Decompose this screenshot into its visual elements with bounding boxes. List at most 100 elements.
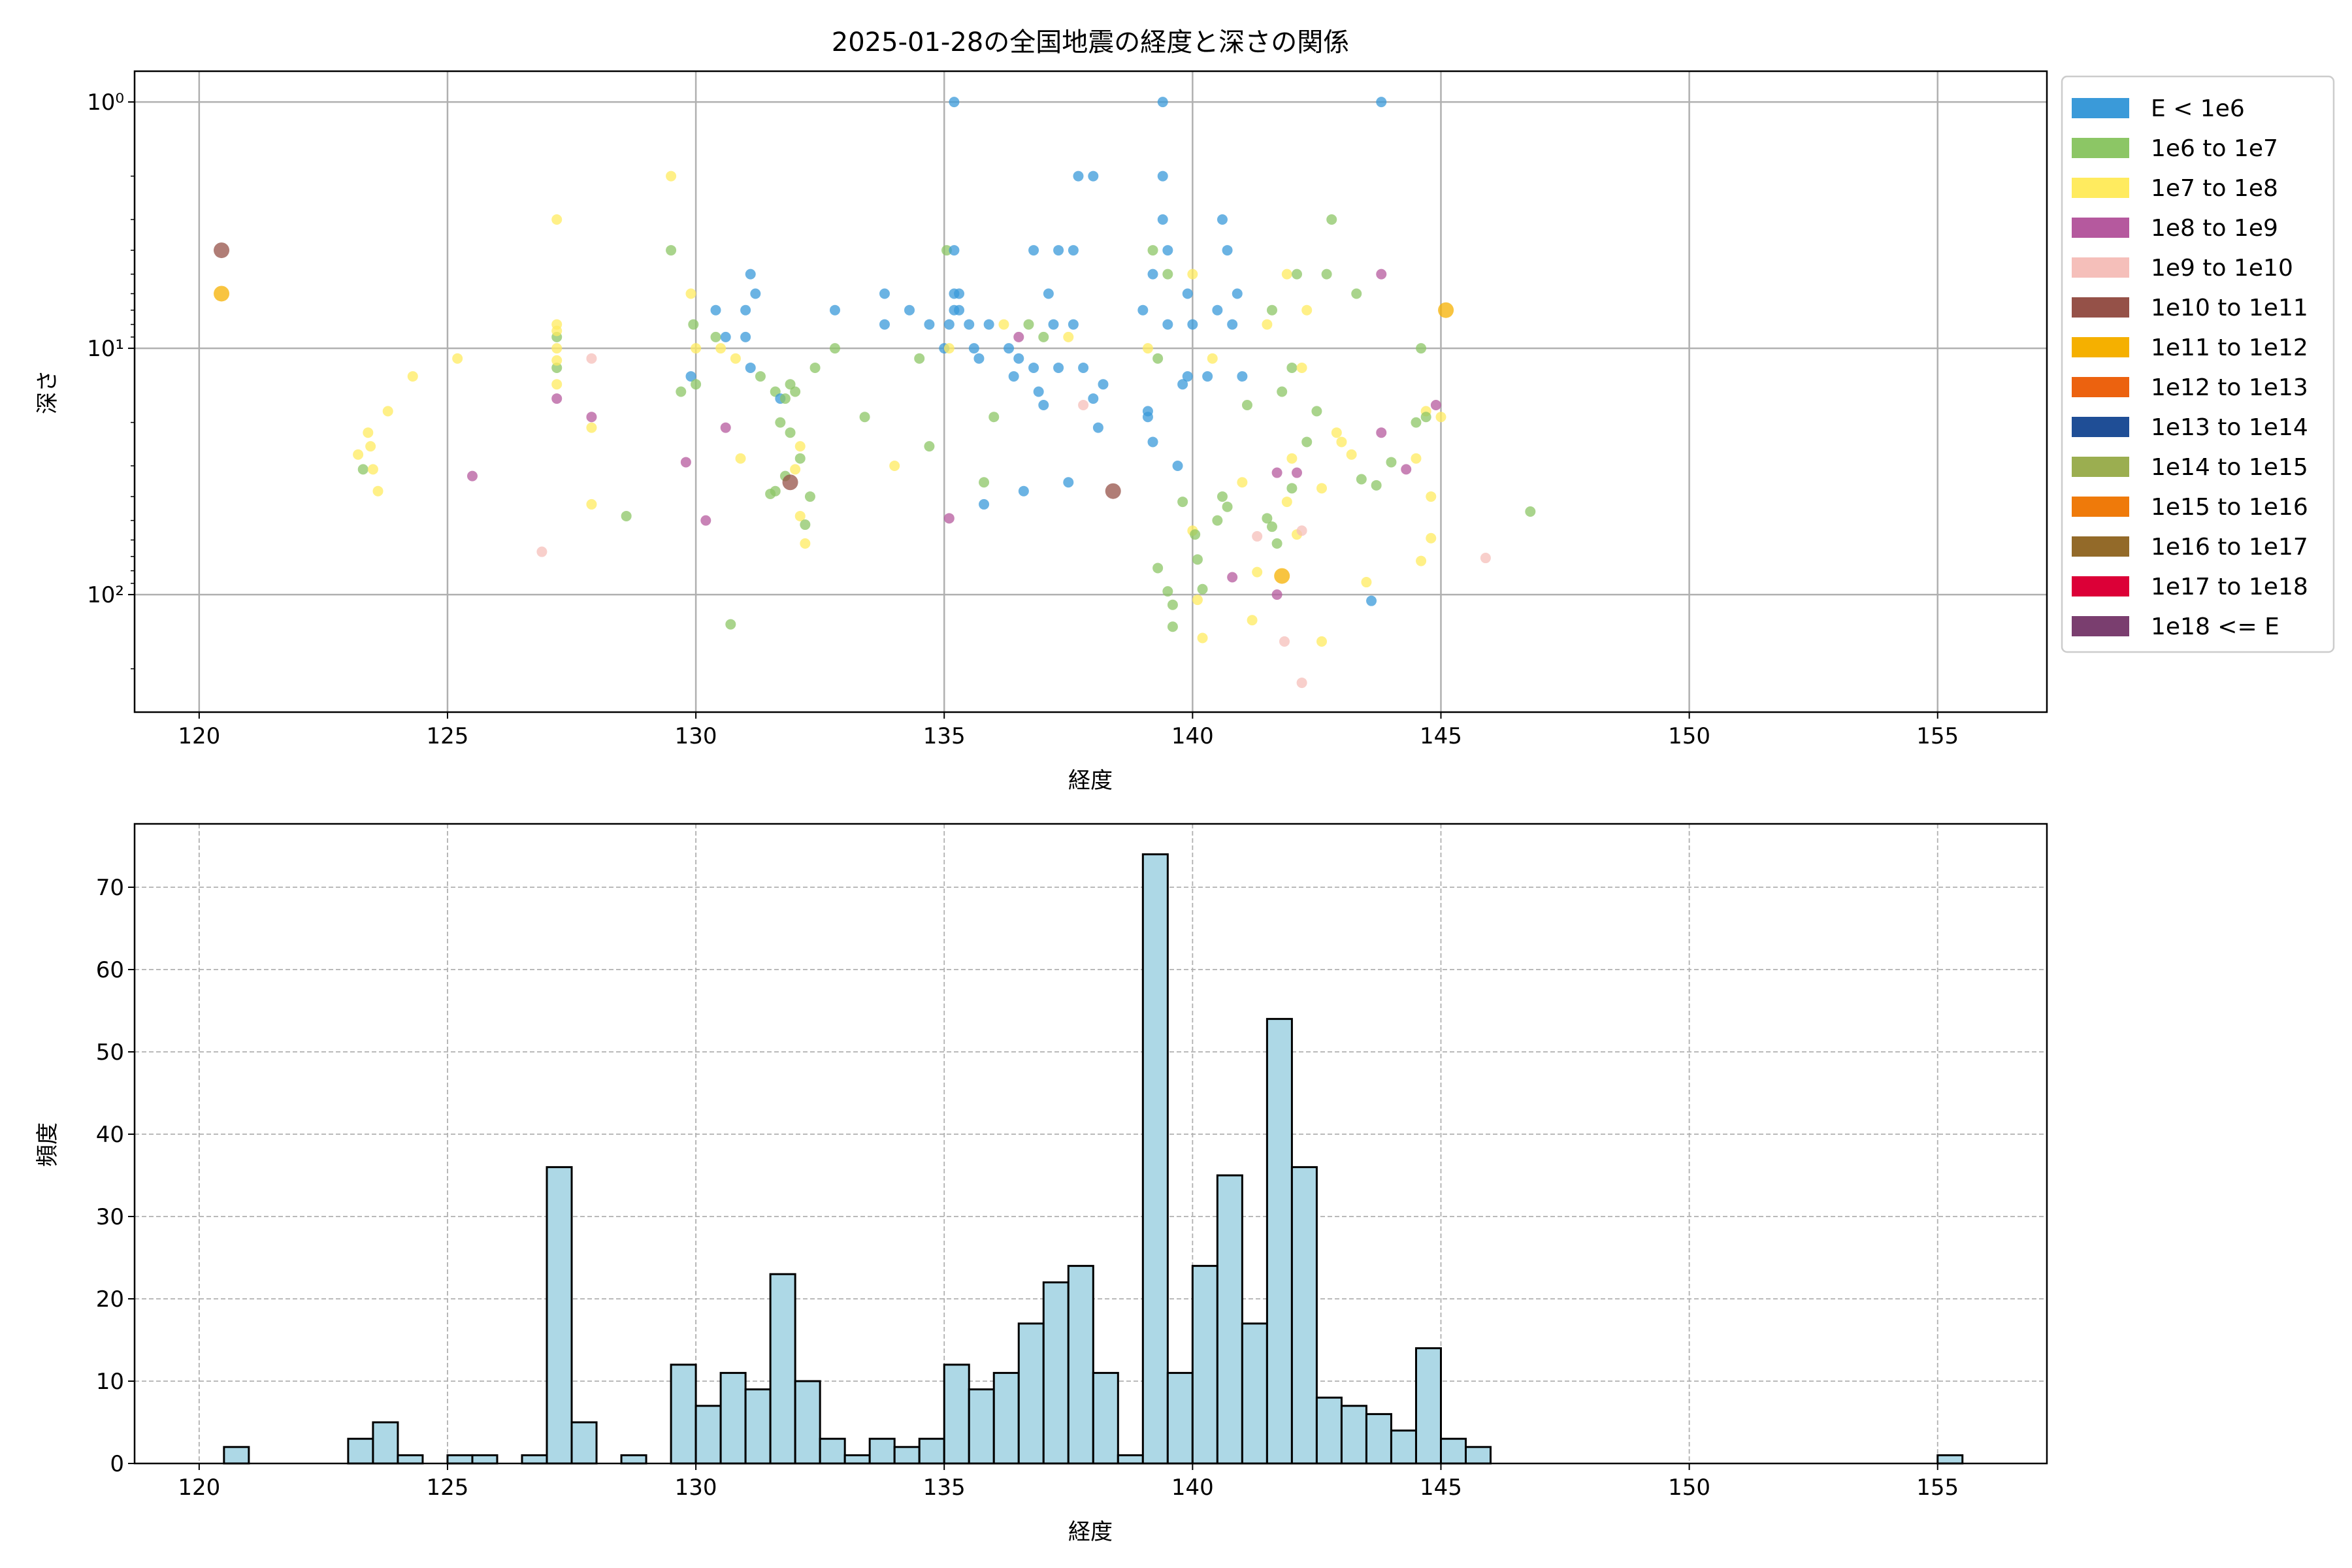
legend-label: E < 1e6 bbox=[2151, 95, 2245, 122]
scatter-point bbox=[214, 242, 230, 259]
scatter-point bbox=[1162, 245, 1173, 256]
scatter-point bbox=[365, 441, 376, 452]
scatter-point bbox=[1411, 453, 1422, 464]
scatter-point bbox=[367, 464, 378, 475]
legend-swatch bbox=[2072, 576, 2129, 596]
legend-items: E < 1e6 1e6 to 1e7 1e7 to 1e8 1e8 to 1e9 1e9… bbox=[2072, 95, 2308, 640]
scatter-point bbox=[1053, 245, 1064, 256]
scatter-point bbox=[551, 379, 563, 390]
scatter-point bbox=[1351, 288, 1362, 299]
scatter-point bbox=[725, 619, 736, 630]
scatter-point bbox=[1137, 304, 1149, 316]
scatter-point bbox=[1038, 331, 1049, 342]
legend-label: 1e7 to 1e8 bbox=[2151, 175, 2278, 202]
scatter-point bbox=[1147, 245, 1158, 256]
scatter-point bbox=[1321, 269, 1332, 280]
scatter-point bbox=[1187, 319, 1198, 330]
scatter-point bbox=[941, 245, 953, 256]
scatter-point bbox=[943, 343, 955, 354]
scatter-point bbox=[1152, 563, 1164, 574]
scatter-point bbox=[914, 353, 925, 364]
scatter-point bbox=[829, 343, 840, 354]
scatter-point bbox=[1222, 501, 1233, 512]
scatter-point bbox=[551, 325, 563, 336]
legend-label: 1e17 to 1e18 bbox=[2151, 574, 2308, 600]
scatter-point bbox=[1068, 245, 1079, 256]
scatter-point bbox=[1212, 515, 1223, 526]
scatter-point bbox=[551, 393, 563, 404]
scatter-point bbox=[879, 288, 890, 299]
scatter-point bbox=[1301, 304, 1313, 316]
scatter-point bbox=[800, 519, 811, 531]
histogram-bar bbox=[1241, 1322, 1268, 1465]
scatter-point bbox=[1217, 491, 1228, 502]
legend-swatch bbox=[2072, 377, 2129, 397]
scatter-point bbox=[357, 464, 368, 475]
histogram-x-tick-label: 135 bbox=[923, 1475, 966, 1501]
histogram-bar bbox=[620, 1454, 647, 1465]
histogram-y-tick-label: 40 bbox=[96, 1122, 124, 1148]
scatter-point bbox=[1266, 521, 1277, 532]
histogram-bar bbox=[719, 1371, 747, 1465]
scatter-point bbox=[715, 343, 727, 354]
histogram-panel: 120 125 130 135 140 145 150 155010203040506070 … bbox=[35, 823, 2048, 1545]
scatter-point bbox=[1182, 371, 1193, 382]
scatter-point bbox=[1237, 477, 1248, 488]
scatter-point bbox=[1271, 589, 1282, 600]
legend-swatch bbox=[2072, 497, 2129, 517]
scatter-point bbox=[1227, 319, 1238, 330]
legend: E < 1e6 1e6 to 1e7 1e7 to 1e8 1e8 to 1e9 1e9… bbox=[2061, 75, 2335, 653]
scatter-point bbox=[691, 343, 702, 354]
scatter-point bbox=[1063, 477, 1074, 488]
scatter-point bbox=[1157, 171, 1168, 182]
scatter-point bbox=[1192, 554, 1203, 565]
scatter-point bbox=[790, 464, 801, 475]
scatter-point bbox=[1078, 399, 1089, 410]
scatter-y-tick-label: 10⁰ bbox=[87, 90, 124, 116]
scatter-point bbox=[720, 331, 731, 342]
scatter-x-tick-label: 120 bbox=[178, 723, 220, 749]
scatter-point bbox=[1177, 379, 1188, 390]
legend-label: 1e8 to 1e9 bbox=[2151, 215, 2278, 242]
scatter-point bbox=[452, 353, 463, 364]
scatter-point bbox=[688, 319, 699, 330]
histogram-bar bbox=[694, 1405, 722, 1465]
scatter-point bbox=[1157, 214, 1168, 225]
histogram-x-tick-label: 130 bbox=[675, 1475, 717, 1501]
scatter-point bbox=[1023, 319, 1034, 330]
legend-swatch bbox=[2072, 417, 2129, 437]
scatter-point bbox=[1286, 453, 1298, 464]
histogram-bar bbox=[397, 1454, 424, 1465]
histogram-bar bbox=[1141, 853, 1169, 1465]
histogram-bar bbox=[670, 1364, 697, 1465]
scatter-point bbox=[794, 441, 806, 452]
scatter-point bbox=[740, 304, 751, 316]
histogram-bar bbox=[1166, 1371, 1194, 1465]
scatter-point bbox=[1190, 529, 1201, 540]
histogram-ticks: 120 125 130 135 140 145 150 155 0 10 20 30 40 50 60 70 bbox=[96, 875, 1959, 1501]
scatter-x-axis-label: 経度 bbox=[1068, 768, 1113, 794]
legend-swatch bbox=[2072, 297, 2129, 318]
scatter-point bbox=[710, 331, 721, 342]
scatter-point bbox=[943, 319, 955, 330]
legend-label: 1e10 to 1e11 bbox=[2151, 295, 2308, 321]
histogram-y-tick-label: 0 bbox=[110, 1451, 124, 1477]
scatter-point bbox=[1438, 302, 1454, 318]
histogram-y-tick-label: 70 bbox=[96, 875, 124, 901]
scatter-point bbox=[685, 288, 696, 299]
scatter-point bbox=[1271, 538, 1282, 549]
histogram-bar bbox=[223, 1446, 250, 1465]
scatter-point bbox=[745, 362, 756, 373]
scatter-point bbox=[1237, 371, 1248, 382]
scatter-y-tick-label: 10² bbox=[87, 582, 124, 608]
scatter-point bbox=[1048, 319, 1059, 330]
scatter-point bbox=[1222, 245, 1233, 256]
scatter-point bbox=[809, 362, 821, 373]
scatter-point bbox=[1301, 436, 1313, 448]
scatter-point bbox=[1426, 491, 1437, 502]
scatter-point bbox=[949, 97, 960, 108]
scatter-point bbox=[700, 515, 711, 526]
histogram-y-tick-label: 20 bbox=[96, 1286, 124, 1313]
scatter-point bbox=[586, 412, 597, 423]
